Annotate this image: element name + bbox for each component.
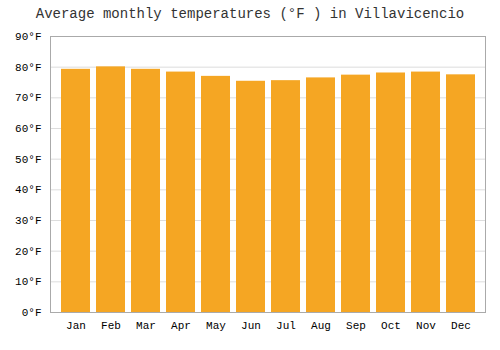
svg-text:Mar: Mar xyxy=(136,320,156,332)
svg-text:Jan: Jan xyxy=(66,320,86,332)
svg-text:Dec: Dec xyxy=(451,320,471,332)
svg-text:20°F: 20°F xyxy=(15,246,41,258)
svg-text:Nov: Nov xyxy=(416,320,436,332)
svg-text:70°F: 70°F xyxy=(15,92,41,104)
svg-text:40°F: 40°F xyxy=(15,184,41,196)
svg-text:60°F: 60°F xyxy=(15,123,41,135)
svg-text:May: May xyxy=(206,320,226,332)
svg-text:80°F: 80°F xyxy=(15,62,41,74)
svg-text:90°F: 90°F xyxy=(15,31,41,43)
svg-text:10°F: 10°F xyxy=(15,276,41,288)
svg-text:30°F: 30°F xyxy=(15,215,41,227)
svg-text:0°F: 0°F xyxy=(22,307,42,319)
svg-text:50°F: 50°F xyxy=(15,154,41,166)
svg-text:Apr: Apr xyxy=(171,320,191,332)
svg-text:Oct: Oct xyxy=(381,320,401,332)
svg-text:Aug: Aug xyxy=(311,320,331,332)
svg-text:Sep: Sep xyxy=(346,320,366,332)
svg-text:Jul: Jul xyxy=(276,320,296,332)
svg-text:Jun: Jun xyxy=(241,320,261,332)
svg-text:Feb: Feb xyxy=(101,320,121,332)
html-text:Average monthly temperatures (: Average monthly temperatures (°F ) in Vi… xyxy=(35,6,465,22)
